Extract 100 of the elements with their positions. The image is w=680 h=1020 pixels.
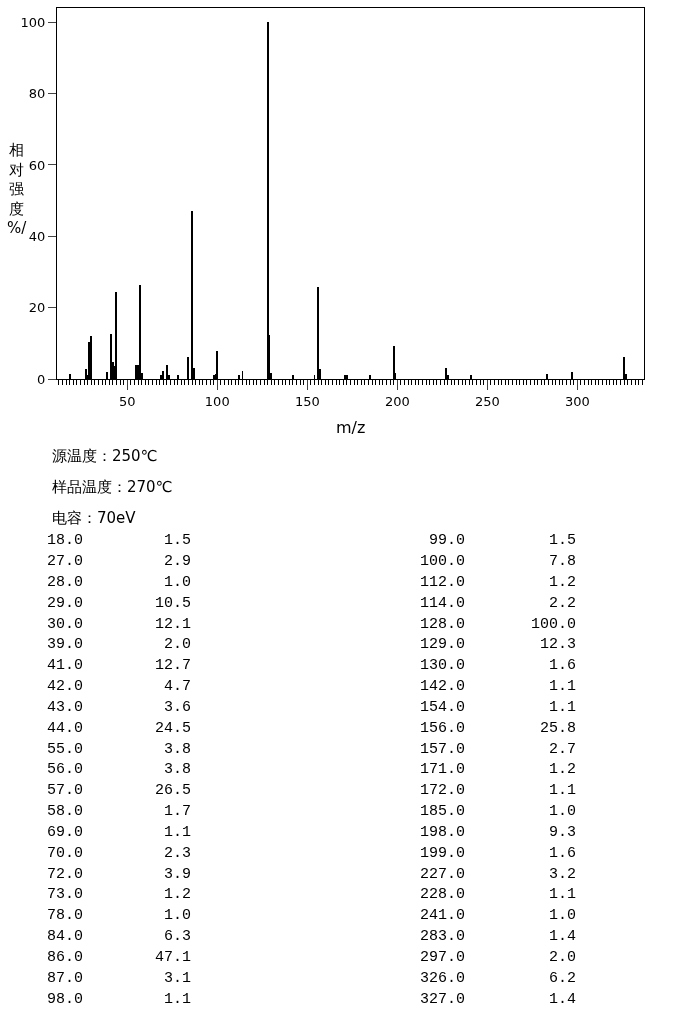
text: 1.2 bbox=[549, 761, 577, 778]
text: 128.0 bbox=[420, 616, 466, 633]
text: 28.0 bbox=[47, 574, 84, 591]
text: 3.2 bbox=[549, 866, 577, 883]
text: 69.0 bbox=[47, 824, 84, 841]
text: 129.0 bbox=[420, 636, 466, 653]
text: 43.0 bbox=[47, 699, 84, 716]
text: 228.0 bbox=[420, 886, 466, 903]
text: 12.1 bbox=[155, 616, 192, 633]
x-tick-label: 100 bbox=[204, 393, 230, 409]
text: 47.1 bbox=[155, 949, 192, 966]
text: 1.5 bbox=[164, 532, 192, 549]
text: 2.0 bbox=[164, 636, 192, 653]
x-tick-label: 50 bbox=[118, 393, 136, 409]
y-tick-label: 60 bbox=[28, 157, 46, 173]
text: 112.0 bbox=[420, 574, 466, 591]
text: 1.0 bbox=[549, 803, 577, 820]
y-axis-title: 相对强度%/ bbox=[7, 141, 28, 237]
text: 326.0 bbox=[420, 970, 466, 987]
text: 55.0 bbox=[47, 741, 84, 758]
text: 1.0 bbox=[549, 907, 577, 924]
x-tick-label: 300 bbox=[564, 393, 590, 409]
text: 73.0 bbox=[47, 886, 84, 903]
text: 41.0 bbox=[47, 657, 84, 674]
text: 227.0 bbox=[420, 866, 466, 883]
text: 154.0 bbox=[420, 699, 466, 716]
text: 114.0 bbox=[420, 595, 466, 612]
x-tick-label: 200 bbox=[384, 393, 410, 409]
text: 199.0 bbox=[420, 845, 466, 862]
text: 3.6 bbox=[164, 699, 192, 716]
text: 99.0 bbox=[429, 532, 466, 549]
text: 12.7 bbox=[155, 657, 192, 674]
text: 1.5 bbox=[549, 532, 577, 549]
text: 172.0 bbox=[420, 782, 466, 799]
text: 2.0 bbox=[549, 949, 577, 966]
text: 1.4 bbox=[549, 928, 577, 945]
text: 1.7 bbox=[164, 803, 192, 820]
text: 1.1 bbox=[164, 991, 192, 1008]
text: 327.0 bbox=[420, 991, 466, 1008]
text: 1.6 bbox=[549, 657, 577, 674]
text: 1.4 bbox=[549, 991, 577, 1008]
text: 1.1 bbox=[549, 782, 577, 799]
text: 70.0 bbox=[47, 845, 84, 862]
text: 1.6 bbox=[549, 845, 577, 862]
text: 56.0 bbox=[47, 761, 84, 778]
text: 1.1 bbox=[549, 699, 577, 716]
text: 44.0 bbox=[47, 720, 84, 737]
text: 6.2 bbox=[549, 970, 577, 987]
text: 100.0 bbox=[420, 553, 466, 570]
text: 86.0 bbox=[47, 949, 84, 966]
text: 3.8 bbox=[164, 741, 192, 758]
text: 58.0 bbox=[47, 803, 84, 820]
y-tick-label: 40 bbox=[28, 228, 46, 244]
text: 78.0 bbox=[47, 907, 84, 924]
text: 3.1 bbox=[164, 970, 192, 987]
text: 3.9 bbox=[164, 866, 192, 883]
text: 1.2 bbox=[549, 574, 577, 591]
text: 源温度：250℃ bbox=[52, 447, 158, 465]
text: 10.5 bbox=[155, 595, 192, 612]
text: 4.7 bbox=[164, 678, 192, 695]
text: 2.3 bbox=[164, 845, 192, 862]
text: 1.1 bbox=[549, 886, 577, 903]
text: 2.9 bbox=[164, 553, 192, 570]
text: 98.0 bbox=[47, 991, 84, 1008]
text: 27.0 bbox=[47, 553, 84, 570]
text: 185.0 bbox=[420, 803, 466, 820]
text: 142.0 bbox=[420, 678, 466, 695]
text: 1.0 bbox=[164, 907, 192, 924]
text: 198.0 bbox=[420, 824, 466, 841]
text: 57.0 bbox=[47, 782, 84, 799]
text: 2.7 bbox=[549, 741, 577, 758]
text: 297.0 bbox=[420, 949, 466, 966]
text: 241.0 bbox=[420, 907, 466, 924]
text: 2.2 bbox=[549, 595, 577, 612]
text: 130.0 bbox=[420, 657, 466, 674]
text: 157.0 bbox=[420, 741, 466, 758]
text: 25.8 bbox=[540, 720, 577, 737]
text: 1.1 bbox=[164, 824, 192, 841]
y-tick-label: 100 bbox=[20, 14, 46, 30]
text: 84.0 bbox=[47, 928, 84, 945]
text: 1.2 bbox=[164, 886, 192, 903]
y-tick-label: 80 bbox=[28, 86, 46, 102]
text: 100.0 bbox=[531, 616, 577, 633]
text: 29.0 bbox=[47, 595, 84, 612]
text: 9.3 bbox=[549, 824, 577, 841]
text: 6.3 bbox=[164, 928, 192, 945]
text: 39.0 bbox=[47, 636, 84, 653]
x-axis-title: m/z bbox=[336, 418, 366, 437]
text: 样品温度：270℃ bbox=[52, 478, 173, 496]
text: 1.0 bbox=[164, 574, 192, 591]
x-tick-label: 150 bbox=[294, 393, 320, 409]
text: 24.5 bbox=[155, 720, 192, 737]
text: 12.3 bbox=[540, 636, 577, 653]
text: 42.0 bbox=[47, 678, 84, 695]
text: 3.8 bbox=[164, 761, 192, 778]
text: 156.0 bbox=[420, 720, 466, 737]
y-tick-label: 0 bbox=[37, 371, 46, 387]
x-tick-label: 250 bbox=[474, 393, 500, 409]
text: 72.0 bbox=[47, 866, 84, 883]
text: 26.5 bbox=[155, 782, 192, 799]
